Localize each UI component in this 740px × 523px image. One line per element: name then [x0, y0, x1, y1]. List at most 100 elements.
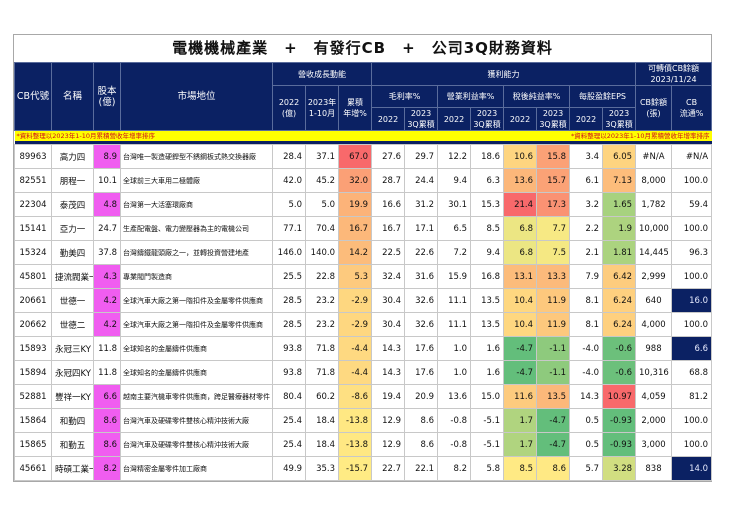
cell-cb-float: 100.0 — [671, 408, 713, 433]
cell-gm-2022: 30.4 — [371, 312, 406, 337]
header-eps: 每股盈餘EPS — [569, 85, 637, 108]
sort-note-right: *資料整理以2023年1-10月累積營收年增率排序 — [371, 130, 712, 141]
cell-capital: 6.6 — [93, 384, 121, 409]
cell-eps-2023: 1.9 — [602, 216, 637, 241]
cell-rev-2023: 45.2 — [305, 168, 339, 193]
cell-cb-float: 100.0 — [671, 432, 713, 457]
cell-om-2022: 12.2 — [437, 144, 472, 169]
cell-eps-2023: 3.28 — [602, 456, 637, 481]
cell-om-2022: 1.0 — [437, 360, 472, 385]
cell-nm-2022: 13.6 — [503, 168, 538, 193]
cell-rev-2023: 71.8 — [305, 336, 339, 361]
cell-nm-2023: -4.7 — [536, 408, 571, 433]
cell-eps-2023: 6.24 — [602, 312, 637, 337]
cell-eps-2022: -4.0 — [569, 336, 604, 361]
cell-gm-2022: 12.9 — [371, 408, 406, 433]
cell-om-2022: 11.1 — [437, 312, 472, 337]
cell-eps-2023: 7.13 — [602, 168, 637, 193]
cell-capital: 8.6 — [93, 432, 121, 457]
cell-cb-balance: 8,000 — [635, 168, 673, 193]
cell-om-2022: 6.5 — [437, 216, 472, 241]
cell-cb-balance: 2,000 — [635, 408, 673, 433]
cell-eps-2022: 8.1 — [569, 312, 604, 337]
cell-market-position: 台灣第一大活塞環廠商 — [120, 192, 273, 217]
header-eps-2022: 2022 — [569, 107, 604, 131]
table-row: 15141 亞力一 24.7 生產配電盤、電力變壓器為主的電機公司 77.1 70.4 16… — [14, 216, 713, 241]
table-row: 89963 高力四 8.9 台灣唯一製造硬銲型不銹鋼板式熱交換器廠 28.4 37.1 67… — [14, 144, 713, 169]
cell-gm-2022: 30.4 — [371, 288, 406, 313]
cell-rev-2022: 93.8 — [272, 336, 306, 361]
cell-om-2023: 1.6 — [470, 336, 505, 361]
cell-nm-2023: 17.3 — [536, 192, 571, 217]
cell-gm-2022: 19.4 — [371, 384, 406, 409]
cell-om-2023: 1.6 — [470, 360, 505, 385]
cell-rev-2023: 23.2 — [305, 288, 339, 313]
cell-gm-2023: 32.6 — [404, 312, 439, 337]
cell-name: 勤美四 — [51, 240, 94, 265]
cell-rev-2023: 22.8 — [305, 264, 339, 289]
cell-rev-2022: 28.4 — [272, 144, 306, 169]
header-rev-growth: 累積 年增% — [337, 85, 373, 131]
cell-eps-2023: -0.6 — [602, 360, 637, 385]
cell-rev-growth: -4.4 — [337, 360, 373, 385]
header-nm-2022: 2022 — [503, 107, 538, 131]
header-divider — [14, 141, 712, 145]
cell-nm-2023: 11.9 — [536, 288, 571, 313]
cell-capital: 11.8 — [93, 360, 121, 385]
cell-cb-float: 96.3 — [671, 240, 713, 265]
cell-name: 世德二 — [51, 312, 94, 337]
cell-name: 朋程一 — [51, 168, 94, 193]
cell-nm-2022: -4.7 — [503, 360, 538, 385]
cell-nm-2022: 10.6 — [503, 144, 538, 169]
cell-rev-growth: 14.2 — [337, 240, 373, 265]
cell-eps-2022: 7.9 — [569, 264, 604, 289]
cell-name: 永冠四KY — [51, 360, 94, 385]
cell-nm-2023: 13.5 — [536, 384, 571, 409]
cell-market-position: 台灣汽車及硬碟零件雙核心精沖技術大廠 — [120, 408, 273, 433]
header-om-2022: 2022 — [437, 107, 472, 131]
header-market-position: 市場地位 — [120, 62, 273, 131]
cell-om-2023: 6.3 — [470, 168, 505, 193]
cell-om-2023: 15.0 — [470, 384, 505, 409]
cell-market-position: 台灣精密金屬零件加工廠商 — [120, 456, 273, 481]
cell-capital: 37.8 — [93, 240, 121, 265]
cell-gm-2022: 22.5 — [371, 240, 406, 265]
cell-eps-2023: 6.24 — [602, 288, 637, 313]
table-row: 82551 朋程一 10.1 全球前三大車用二極體廠 42.0 45.2 32.0 28.7 2… — [14, 168, 713, 193]
cell-om-2022: -0.8 — [437, 408, 472, 433]
cell-cb-code: 82551 — [14, 168, 52, 193]
cell-om-2023: 9.4 — [470, 240, 505, 265]
cell-name: 捷流閥業一 — [51, 264, 94, 289]
cell-rev-2023: 5.0 — [305, 192, 339, 217]
cell-om-2022: 13.6 — [437, 384, 472, 409]
header-nm-2023: 2023 3Q累積 — [536, 107, 571, 131]
cell-cb-float: 68.8 — [671, 360, 713, 385]
cell-nm-2023: -4.7 — [536, 432, 571, 457]
cell-om-2023: 16.8 — [470, 264, 505, 289]
cell-rev-2022: 80.4 — [272, 384, 306, 409]
cell-rev-2023: 71.8 — [305, 360, 339, 385]
cell-cb-float: 100.0 — [671, 312, 713, 337]
cell-rev-2023: 23.2 — [305, 312, 339, 337]
cell-nm-2022: 6.8 — [503, 216, 538, 241]
header-eps-2023: 2023 3Q累積 — [602, 107, 637, 131]
cell-rev-growth: 32.0 — [337, 168, 373, 193]
cell-gm-2022: 32.4 — [371, 264, 406, 289]
cell-name: 高力四 — [51, 144, 94, 169]
cell-gm-2022: 16.7 — [371, 216, 406, 241]
cell-name: 和勤四 — [51, 408, 94, 433]
cell-om-2023: 5.8 — [470, 456, 505, 481]
cell-eps-2022: 2.1 — [569, 240, 604, 265]
cell-gm-2022: 12.9 — [371, 432, 406, 457]
cell-rev-growth: 67.0 — [337, 144, 373, 169]
cell-rev-2022: 49.9 — [272, 456, 306, 481]
cell-capital: 4.8 — [93, 192, 121, 217]
cell-rev-2023: 35.3 — [305, 456, 339, 481]
cell-eps-2023: 10.97 — [602, 384, 637, 409]
cell-capital: 10.1 — [93, 168, 121, 193]
cell-nm-2023: -1.1 — [536, 336, 571, 361]
cell-market-position: 專業閥門製造商 — [120, 264, 273, 289]
cell-market-position: 台灣唯一製造硬銲型不銹鋼板式熱交換器廠 — [120, 144, 273, 169]
cell-gm-2023: 8.6 — [404, 432, 439, 457]
table-row: 45801 捷流閥業一 4.3 專業閥門製造商 25.5 22.8 5.3 32.4 31.6 1… — [14, 264, 713, 289]
